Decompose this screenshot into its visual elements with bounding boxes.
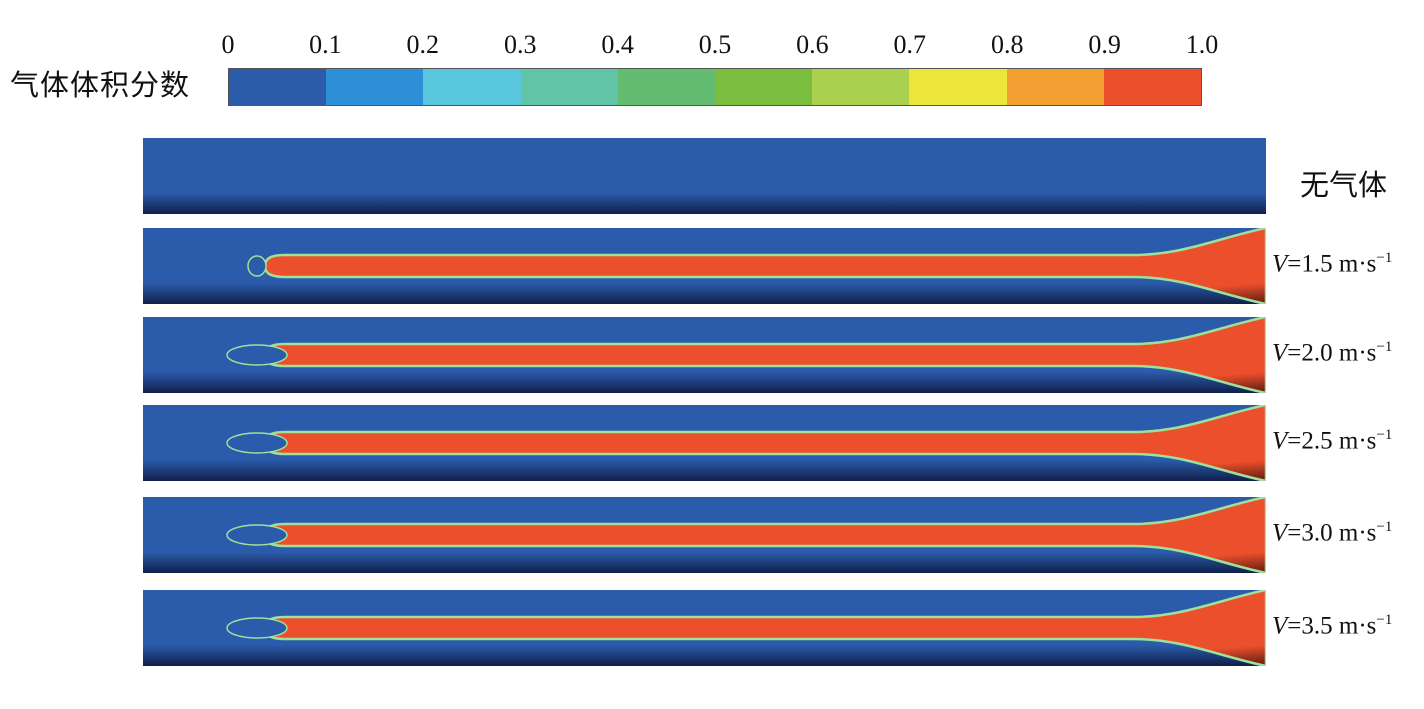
tick-label: 0.6 xyxy=(796,30,829,59)
gas-layer xyxy=(263,497,1266,573)
bubble-cavity xyxy=(247,255,267,277)
panel-label: 无气体 xyxy=(1300,168,1388,202)
velocity-symbol: V xyxy=(1272,250,1288,278)
bubble-cavity xyxy=(226,524,288,546)
gas-layer xyxy=(263,317,1266,393)
unit-exponent: −1 xyxy=(1376,519,1393,535)
panel-label: V=2.5 m·s−1 xyxy=(1272,427,1392,455)
tick-label: 0.7 xyxy=(893,30,927,59)
bubble-cavity xyxy=(226,432,288,454)
simulation-panel xyxy=(143,228,1266,304)
colorbar-segment xyxy=(1006,69,1104,105)
velocity-symbol: V xyxy=(1272,519,1288,547)
velocity-symbol: V xyxy=(1272,427,1288,455)
simulation-panel xyxy=(143,590,1266,666)
colorbar xyxy=(228,68,1202,106)
tick-label: 0.8 xyxy=(990,30,1024,59)
unit-exponent: −1 xyxy=(1376,339,1393,355)
colorbar-segment xyxy=(520,69,618,105)
velocity-value: =1.5 m·s xyxy=(1287,250,1377,278)
simulation-panel xyxy=(143,497,1266,573)
bubble-cavity xyxy=(226,344,288,366)
panel-label: V=3.5 m·s−1 xyxy=(1272,612,1392,640)
velocity-symbol: V xyxy=(1272,339,1288,367)
unit-exponent: −1 xyxy=(1376,612,1393,628)
velocity-value: =3.0 m·s xyxy=(1287,519,1377,547)
panel-label: V=3.0 m·s−1 xyxy=(1272,519,1392,547)
tick-label: 1.0 xyxy=(1185,30,1219,59)
gas-layer xyxy=(263,405,1266,481)
colorbar-ticks: 0 0.1 0.2 0.3 0.4 0.5 0.6 0.7 0.8 0.9 1.… xyxy=(0,30,1424,66)
colorbar-segment xyxy=(326,69,424,105)
colorbar-segment xyxy=(715,69,813,105)
tick-label: 0.4 xyxy=(601,30,634,59)
bubble-cavity xyxy=(226,617,288,639)
simulation-panel xyxy=(143,405,1266,481)
colorbar-segment xyxy=(423,69,521,105)
unit-exponent: −1 xyxy=(1376,250,1393,266)
tick-label: 0 xyxy=(221,30,235,59)
colorbar-segment xyxy=(909,69,1007,105)
colorbar-segment xyxy=(1103,69,1202,105)
panel-label: V=2.0 m·s−1 xyxy=(1272,339,1392,367)
simulation-panel xyxy=(143,138,1266,214)
colorbar-segment xyxy=(812,69,910,105)
velocity-value: =2.5 m·s xyxy=(1287,427,1377,455)
colorbar-segment xyxy=(617,69,716,105)
gas-layer xyxy=(263,590,1266,666)
velocity-value: =2.0 m·s xyxy=(1287,339,1377,367)
tick-label: 0.1 xyxy=(309,30,342,59)
velocity-symbol: V xyxy=(1272,612,1288,640)
velocity-value: =3.5 m·s xyxy=(1287,612,1377,640)
colorbar-segment xyxy=(229,69,327,105)
panel-label: V=1.5 m·s−1 xyxy=(1272,250,1392,278)
tick-label: 0.2 xyxy=(406,30,440,59)
simulation-panel xyxy=(143,317,1266,393)
tick-label: 0.3 xyxy=(503,30,537,59)
water-region xyxy=(143,138,1266,214)
gas-layer xyxy=(263,228,1266,304)
unit-exponent: −1 xyxy=(1376,427,1393,443)
legend-title: 气体体积分数 xyxy=(10,68,191,102)
tick-label: 0.5 xyxy=(698,30,732,59)
tick-label: 0.9 xyxy=(1088,30,1121,59)
